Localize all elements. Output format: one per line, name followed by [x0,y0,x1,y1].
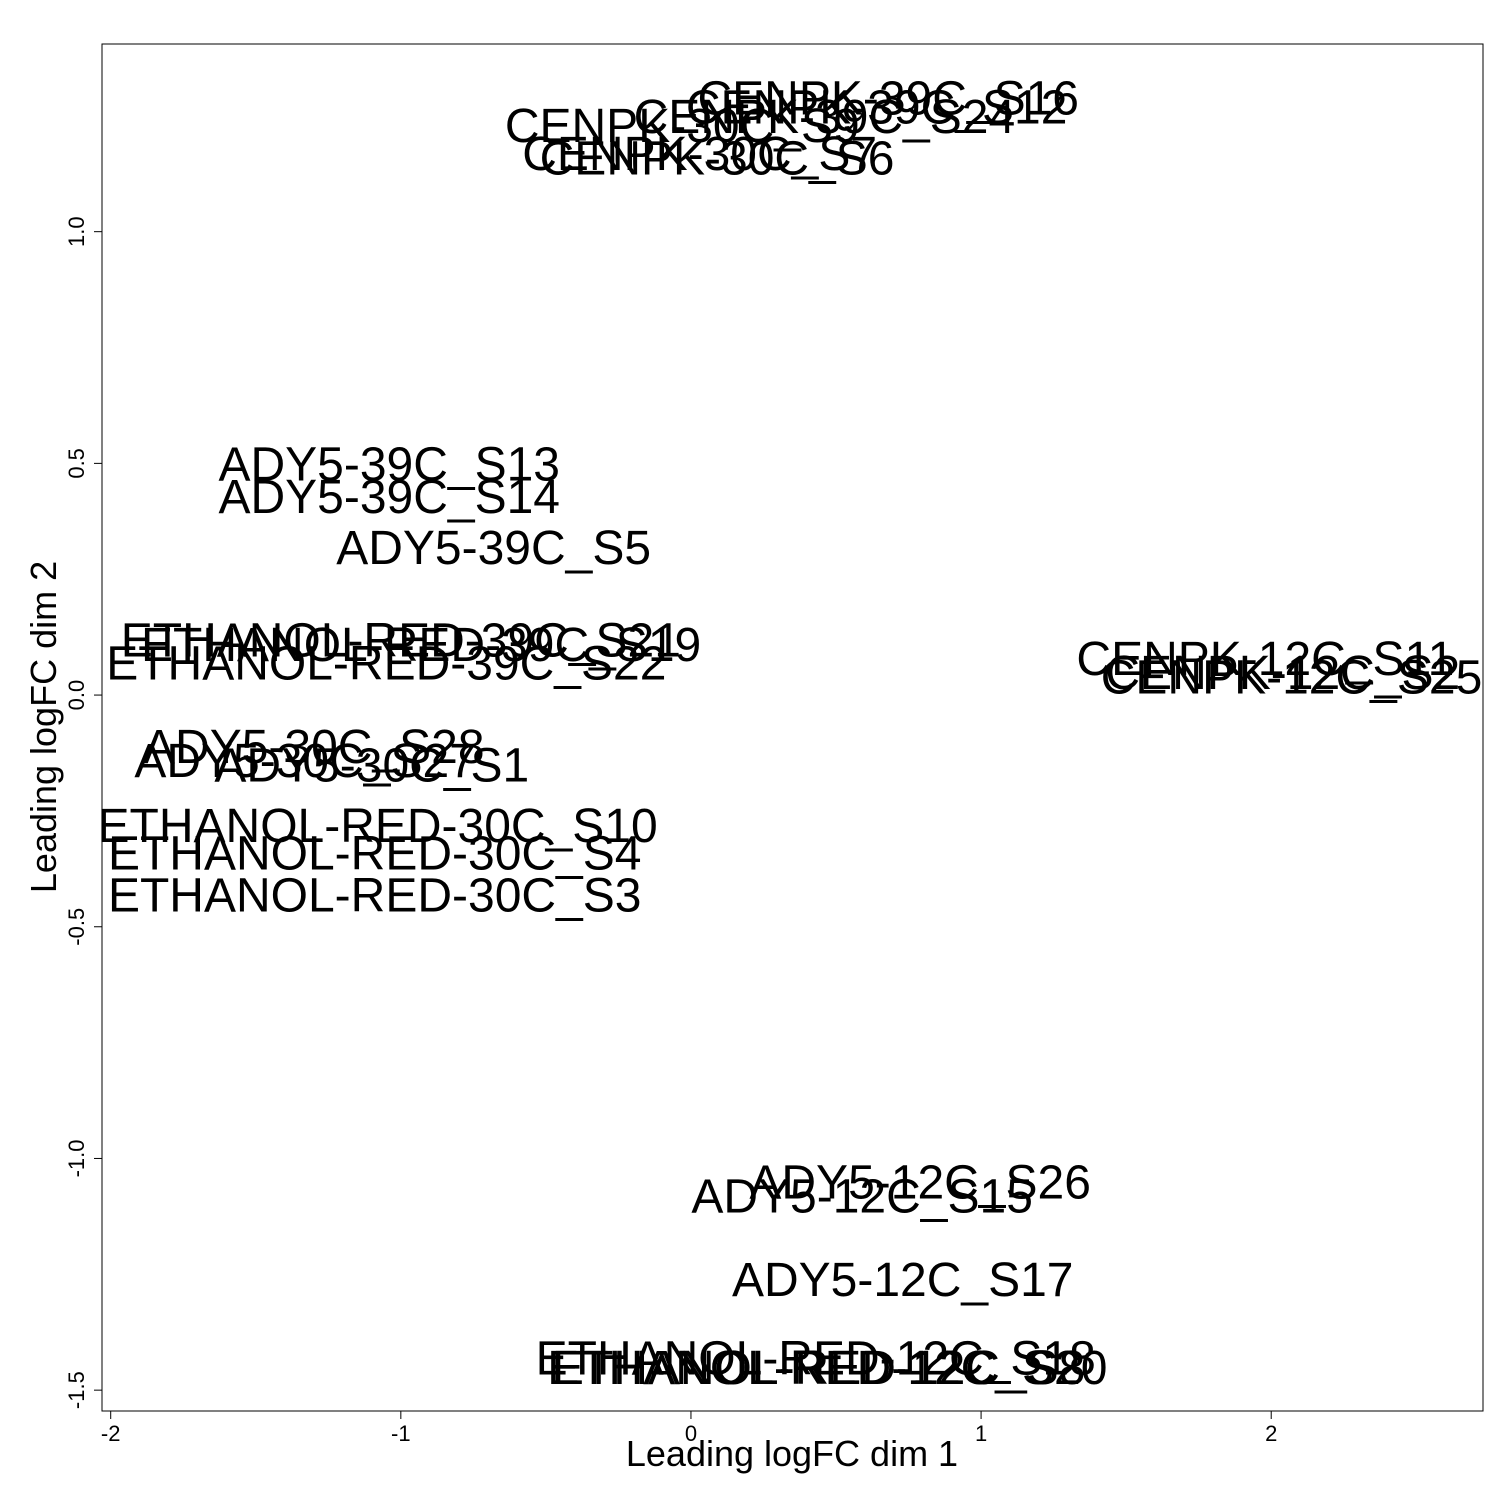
x-tick-label: -1 [391,1421,411,1446]
sample-label: ETHANOL-RED-39C_S19 [141,619,701,672]
sample-label: ADY5-30C_S28 [143,721,485,774]
sample-label: CENPK-39C_S24 [634,91,1016,144]
x-tick-label: 1 [975,1421,987,1446]
y-tick-label: -1.5 [64,1371,89,1409]
sample-label: CENPK-12C_S11 [1076,633,1454,686]
sample-label: ADY5-39C_S14 [218,471,560,524]
y-axis-title: Leading logFC dim 2 [23,561,64,893]
y-tick-label: 1.0 [64,216,89,247]
sample-label: ETHANOL-RED-30C_S4 [108,828,641,881]
sample-label: CENPK-39C_S16 [697,72,1079,125]
plot-frame [101,43,1484,1412]
y-tick-label: 0.0 [64,680,89,711]
sample-label: ADY5-39C_S13 [218,438,560,491]
sample-label: ETHANOL-RED-12C_S18 [536,1333,1096,1386]
sample-label: ADY5-12C_S26 [749,1157,1091,1210]
sample-label: ADY5-39C_S5 [336,522,651,575]
sample-label: ETHANOL-RED-30C_S3 [108,869,641,922]
y-tick-label: 0.5 [64,448,89,479]
sample-label: ADY5-12C_S15 [691,1171,1033,1224]
y-axis: -1.5 -1.0 -0.5 0.0 0.5 1.0 [64,216,102,1409]
sample-label: ETHANOL-RED-39C_S21 [121,614,681,667]
sample-label: CENPK-12C_S2 [1105,647,1460,700]
sample-label: ETHANOL-RED-12C_S8 [552,1342,1085,1395]
sample-label: CENPK-39C_S12 [686,82,1068,135]
sample-label: CENPK-30C_S9 [505,100,860,153]
sample-label: ADY5-30C_S1 [214,740,529,793]
x-axis: -2 -1 0 1 2 [101,1411,1277,1446]
sample-label: CENPK-30C_S7 [522,128,877,181]
y-tick-label: -0.5 [64,908,89,946]
sample-label: ETHANOL-RED-30C_S10 [98,800,658,853]
sample-label: ADY5-30C_S27 [134,735,476,788]
x-tick-label: 0 [685,1421,697,1446]
sample-label: ETHANOL-RED-39C_S22 [106,638,666,691]
x-tick-label: -2 [101,1421,121,1446]
sample-label: CENPK-12C_S25 [1101,652,1483,705]
y-tick-label: -1.0 [64,1139,89,1177]
x-tick-label: 2 [1265,1421,1277,1446]
sample-label: CENPK-30C_S6 [540,133,895,186]
sample-label: ETHANOL-RED-12C_S20 [547,1342,1107,1395]
x-axis-title: Leading logFC dim 1 [626,1433,958,1474]
sample-label: ADY5-12C_S17 [732,1254,1074,1307]
sample-labels: CENPK-39C_S16CENPK-39C_S12CENPK-39C_S24C… [98,72,1483,1395]
